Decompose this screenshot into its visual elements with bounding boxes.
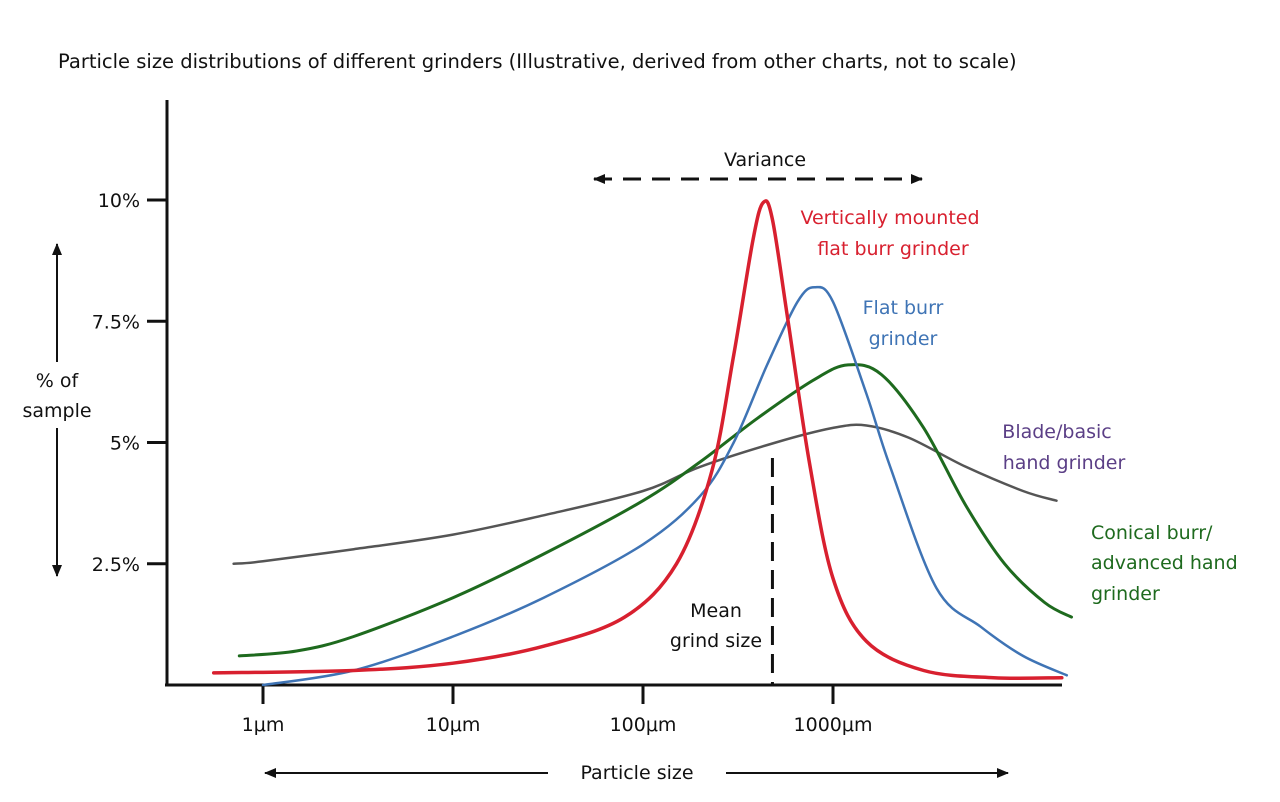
label-conical-line1: Conical burr/	[1091, 522, 1213, 544]
series-line-blade-basic-hand-grinder	[232, 423, 1058, 566]
label-blade-line1: Blade/basic	[1002, 421, 1111, 443]
label-flat-burr-line2: grinder	[869, 328, 938, 350]
y-tick-label: 10%	[98, 190, 140, 212]
y-tick-label: 5%	[110, 433, 140, 455]
variance-label: Variance	[724, 149, 806, 171]
label-conical-line2: advanced hand	[1091, 552, 1238, 574]
series-line-vertically-mounted-flat-burr-grinder	[211, 199, 1064, 680]
x-tick-label: 1000μm	[794, 714, 873, 736]
label-conical-line3: grinder	[1091, 583, 1160, 605]
x-axis-label: Particle size	[580, 762, 693, 784]
chart-title: Particle size distributions of different…	[58, 50, 1017, 73]
label-blade-line2: hand grinder	[1003, 452, 1126, 474]
x-ticks: 1μm 10μm 100μm 1000μm	[242, 685, 873, 736]
x-tick-label: 1μm	[242, 714, 285, 736]
y-label-mask	[14, 362, 100, 428]
y-tick-label: 7.5%	[92, 311, 140, 333]
mean-grind-label-line2: grind size	[670, 630, 762, 652]
y-axis-label-line2: sample	[22, 400, 91, 422]
y-tick-label: 2.5%	[92, 554, 140, 576]
series-line-flat-burr-grinder	[261, 285, 1069, 687]
x-tick-label: 100μm	[610, 714, 677, 736]
label-flat-burr-line1: Flat burr	[863, 297, 944, 319]
label-vertical-flat-burr-line2: flat burr grinder	[817, 238, 968, 260]
label-vertical-flat-burr-line1: Vertically mounted	[800, 207, 979, 229]
y-axis-label-line1: % of	[36, 370, 80, 392]
x-tick-label: 10μm	[426, 714, 481, 736]
mean-grind-label-line1: Mean	[690, 600, 742, 622]
series-layer	[211, 199, 1073, 687]
series-line-conical-burr-advanced-hand-grinder	[237, 363, 1073, 658]
y-ticks: 2.5% 5% 7.5% 10%	[92, 190, 167, 576]
